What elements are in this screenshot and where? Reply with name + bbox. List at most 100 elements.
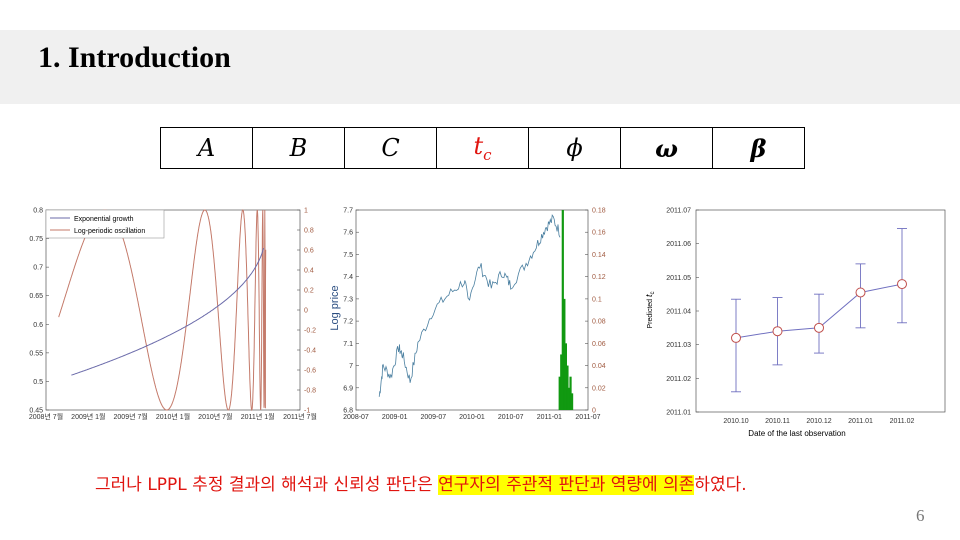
chart2-right-y-tick-label: 0.16 bbox=[592, 230, 606, 237]
chart1-left-y-tick-label: 0.45 bbox=[29, 408, 43, 415]
chart1-right-y-tick-label: -0.6 bbox=[304, 368, 316, 375]
chart3-x-axis-label: Date of the last observation bbox=[748, 429, 845, 438]
param-c: C bbox=[344, 127, 437, 169]
caption-text-1: 그러나 LPPL 추정 결과의 해석과 신뢰성 판단은 bbox=[95, 475, 439, 495]
title-bar bbox=[0, 30, 960, 104]
chart3-y-axis-sub: c bbox=[650, 291, 656, 294]
chart2-x-tick-label: 2010-01 bbox=[459, 414, 485, 421]
chart2-right-y-tick-label: 0.1 bbox=[592, 296, 602, 303]
chart2-right-y-tick-label: 0.14 bbox=[592, 252, 606, 259]
chart1-right-y-tick-label: 0.8 bbox=[304, 228, 314, 235]
chart1-x-tick-label: 2010년 7월 bbox=[198, 412, 232, 421]
distribution-bar bbox=[567, 387, 571, 410]
chart2-left-y-tick-label: 7.3 bbox=[343, 296, 353, 303]
chart1-right-y-tick-label: -0.4 bbox=[304, 348, 316, 355]
chart2-left-y-tick-label: 7.2 bbox=[343, 319, 353, 326]
chart3-y-tick-label: 2011.03 bbox=[666, 342, 691, 349]
chart1-x-tick-label: 2011년 7월 bbox=[283, 412, 317, 421]
chart2-right-y-tick-label: 0.18 bbox=[592, 208, 606, 215]
chart1-left-y-tick-label: 0.5 bbox=[33, 379, 43, 386]
chart3-y-tick-label: 2011.04 bbox=[666, 309, 691, 316]
chart3-y-tick-label: 2011.01 bbox=[666, 410, 691, 417]
chart2-left-y-tick-label: 7.1 bbox=[343, 341, 353, 348]
lppl-components-chart: 0.45 0.5 0.55 0.6 0.65 0.7 0.75 0.8 -1 -0.8 -0.6 -0… bbox=[29, 208, 317, 422]
legend-exponential: Exponential growth bbox=[74, 216, 134, 223]
distribution-bar bbox=[564, 343, 567, 410]
log-price-chart: 6.8 6.9 7 7.1 7.2 7.3 7.4 7.5 7.6 7.7 0 0.02 0.04 0.0… bbox=[329, 208, 606, 422]
plot-frame bbox=[355, 209, 589, 411]
chart1-right-y-tick-label: 0.6 bbox=[304, 248, 314, 255]
chart1-left-y-tick-label: 0.7 bbox=[33, 265, 43, 272]
chart2-right-y-tick-label: 0 bbox=[592, 408, 596, 415]
predicted-tc-point bbox=[897, 279, 907, 290]
chart3-y-axis-label-text: Predicted bbox=[647, 299, 654, 329]
chart3-y-tick-label: 2011.06 bbox=[666, 241, 691, 248]
chart2-left-y-tick-label: 7.4 bbox=[343, 274, 353, 281]
distribution-bar bbox=[570, 393, 574, 410]
param-phi: ϕ bbox=[528, 127, 621, 169]
chart1-left-y-tick-label: 0.75 bbox=[29, 236, 43, 243]
chart1-right-y-tick-label: -1 bbox=[304, 408, 310, 415]
chart2-x-tick-label: 2011-07 bbox=[575, 414, 600, 421]
legend-log-periodic: Log-periodic oscillation bbox=[74, 228, 145, 235]
chart1-legend: Exponential growth Log-periodic oscillat… bbox=[45, 209, 165, 239]
chart2-left-y-tick-label: 7.6 bbox=[343, 230, 353, 237]
chart1-right-y-tick-label: 0 bbox=[304, 308, 308, 315]
chart1-right-y-tick-label: 0.2 bbox=[304, 288, 314, 295]
chart1-right-y-tick-label: 1 bbox=[304, 208, 308, 215]
chart1-left-y-tick-label: 0.8 bbox=[33, 208, 43, 215]
chart1-left-y-tick-label: 0.55 bbox=[29, 350, 43, 357]
chart3-y-tick-label: 2011.02 bbox=[666, 376, 691, 383]
chart1-x-tick-label: 2009년 7월 bbox=[114, 412, 148, 421]
chart2-x-tick-label: 2010-07 bbox=[498, 414, 524, 421]
predicted-tc-point bbox=[772, 326, 783, 337]
param-tc-base: t bbox=[473, 132, 484, 161]
caption-highlight: 연구자의 주관적 판단과 역량에 의존 bbox=[438, 475, 695, 495]
chart3-x-tick-label: 2010.11 bbox=[765, 418, 790, 425]
caption-text-2: 하였다. bbox=[694, 475, 747, 495]
chart2-left-y-tick-label: 7 bbox=[349, 363, 353, 370]
distribution-bar bbox=[566, 365, 569, 410]
chart1-right-y-tick-label: 0.4 bbox=[304, 268, 314, 275]
chart2-x-tick-label: 2008-07 bbox=[343, 414, 369, 421]
log-price-series-line bbox=[378, 214, 561, 397]
chart2-left-y-tick-label: 6.9 bbox=[343, 385, 353, 392]
chart2-right-y-tick-label: 0.08 bbox=[592, 319, 606, 326]
parameter-table: A B C tc ϕ ω β bbox=[160, 127, 805, 169]
param-a: A bbox=[160, 127, 253, 169]
chart2-right-y-tick-label: 0.02 bbox=[592, 385, 606, 392]
log-periodic-series-line bbox=[58, 209, 267, 411]
chart1-x-tick-label: 2008년 7월 bbox=[29, 412, 63, 421]
chart2-left-y-tick-label: 6.8 bbox=[343, 408, 353, 415]
distribution-bar bbox=[561, 210, 564, 410]
chart3-y-tick-label: 2011.07 bbox=[666, 208, 691, 215]
param-b: B bbox=[252, 127, 345, 169]
chart3-y-tick-label: 2011.05 bbox=[666, 275, 691, 282]
slide-title: 1. Introduction bbox=[38, 41, 231, 74]
distribution-bar bbox=[558, 376, 561, 410]
distribution-bar bbox=[560, 354, 563, 410]
slide-caption: 그러나 LPPL 추정 결과의 해석과 신뢰성 판단은 연구자의 주관적 판단과… bbox=[95, 470, 747, 495]
chart3-y-axis-t: t bbox=[644, 294, 654, 297]
predicted-tc-chart: 2011.01 2011.02 2011.03 2011.04 2011.05 2011.… bbox=[644, 208, 946, 438]
chart3-x-tick-label: 2011.02 bbox=[890, 418, 915, 425]
chart3-x-tick-label: 2010.10 bbox=[723, 418, 748, 425]
chart2-right-y-tick-label: 0.12 bbox=[592, 274, 606, 281]
chart3-y-axis-label: Predicted tc bbox=[644, 291, 656, 328]
chart1-x-tick-label: 2011년 1월 bbox=[241, 412, 275, 421]
chart2-x-tick-label: 2011-01 bbox=[537, 414, 562, 421]
chart2-x-tick-label: 2009-01 bbox=[382, 414, 408, 421]
plot-frame bbox=[695, 209, 946, 413]
chart1-x-tick-label: 2009년 1월 bbox=[71, 412, 105, 421]
predicted-tc-point bbox=[814, 322, 824, 333]
chart1-left-y-tick-label: 0.6 bbox=[33, 322, 43, 329]
chart1-x-tick-label: 2010년 1월 bbox=[156, 412, 190, 421]
chart2-x-tick-label: 2009-07 bbox=[420, 414, 446, 421]
chart2-right-y-tick-label: 0.06 bbox=[592, 341, 606, 348]
param-beta: β bbox=[712, 127, 805, 169]
log-price-axis-label: Log price bbox=[329, 285, 341, 330]
chart1-right-y-tick-label: -0.8 bbox=[304, 388, 316, 395]
param-tc: tc bbox=[436, 127, 529, 169]
chart1-right-y-tick-label: -0.2 bbox=[304, 328, 316, 335]
chart2-left-y-tick-label: 7.5 bbox=[343, 252, 353, 259]
